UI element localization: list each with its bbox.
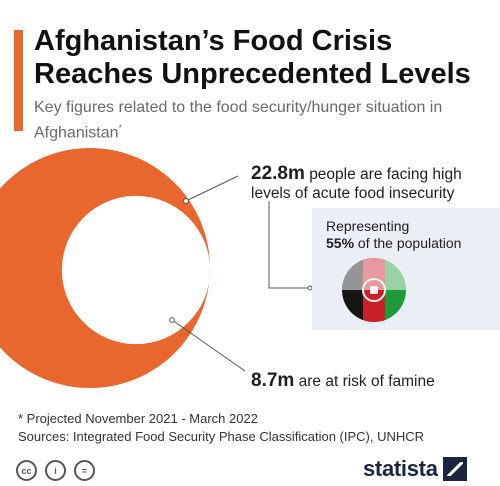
by-icon[interactable]: i <box>45 460 66 481</box>
statista-mark-icon <box>442 457 467 481</box>
insecurity-value: 22.8m <box>251 163 305 184</box>
subtitle-text: Key figures related to the food security… <box>34 99 443 142</box>
leader-line-famine <box>171 319 246 372</box>
population-share-value: 55% <box>326 235 355 251</box>
cc-icon[interactable]: cc <box>16 460 37 481</box>
famine-callout: 8.7m are at risk of famine <box>251 371 496 391</box>
marker-dot-insecurity <box>183 198 189 204</box>
projection-note: * Projected November 2021 - March 2022 <box>18 411 258 426</box>
statista-wordmark: statista <box>363 456 438 481</box>
title-accent-bar <box>14 30 23 131</box>
leader-line-insecurity <box>185 175 239 202</box>
subtitle-marker: * <box>118 123 123 133</box>
leader-line-population <box>268 201 310 289</box>
population-share-panel: Representing 55% of the population <box>312 208 500 330</box>
population-share-tail: of the population <box>357 235 462 251</box>
insecurity-label: people are facing high levels of acute f… <box>251 166 462 202</box>
statista-logo[interactable]: statista <box>363 456 467 482</box>
marker-dot-famine <box>169 317 175 323</box>
afghanistan-flag-icon <box>342 258 406 322</box>
nd-icon[interactable]: = <box>74 460 95 481</box>
population-share-lead: Representing <box>326 218 410 234</box>
famine-label: are at risk of famine <box>298 373 435 390</box>
famine-value: 8.7m <box>251 370 295 391</box>
sources-note: Sources: Integrated Food Security Phase … <box>18 429 425 444</box>
page-subtitle: Key figures related to the food security… <box>34 97 494 143</box>
page-title: Afghanistan’s Food Crisis Reaches Unprec… <box>34 25 471 90</box>
food-insecurity-ring <box>0 148 211 388</box>
insecurity-callout: 22.8m people are facing high levels of a… <box>251 164 496 203</box>
population-share-text: Representing 55% of the population <box>326 218 461 252</box>
population-share-line: 55% of the population <box>326 235 461 252</box>
